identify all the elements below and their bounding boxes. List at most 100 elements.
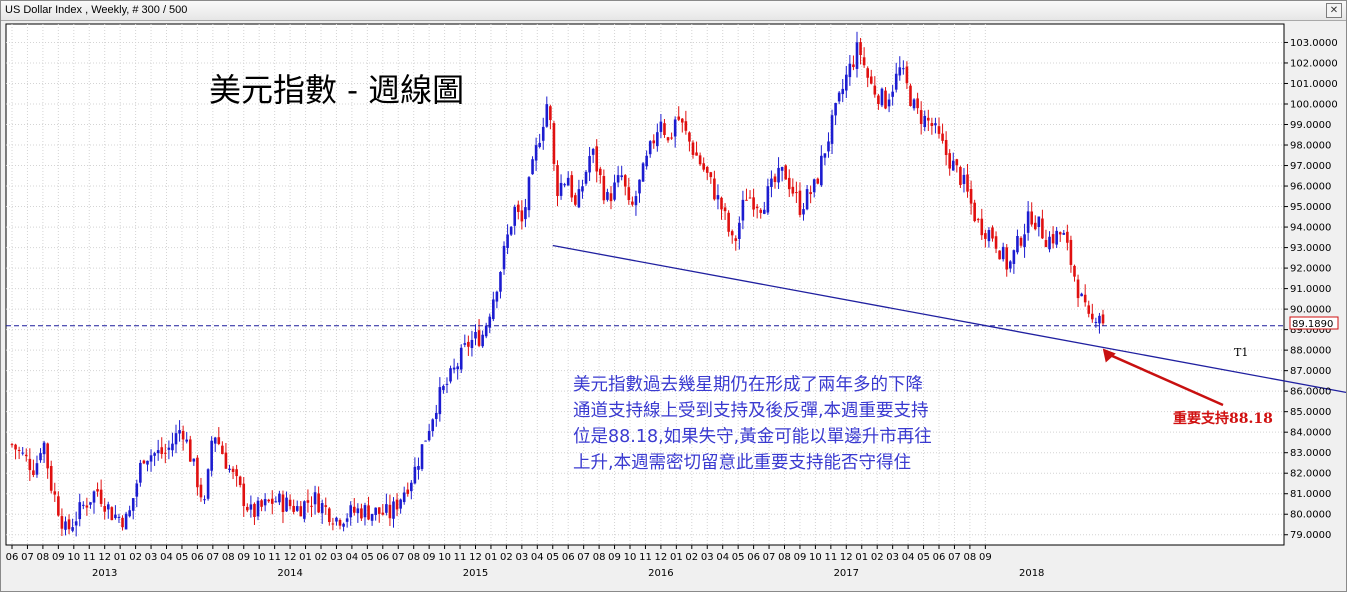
candle-body — [21, 452, 24, 454]
y-tick-label: 99.0000 — [1290, 120, 1331, 131]
overlay-layer — [6, 244, 1346, 407]
annotation-line: 通道支持線上受到支持及後反彈,本週重要支持 — [573, 401, 929, 421]
candle-body — [139, 462, 142, 483]
candle-body — [470, 339, 474, 349]
candle-body — [827, 141, 830, 152]
candle-body — [745, 199, 748, 201]
candle-body — [770, 178, 773, 187]
candle-body — [1062, 232, 1066, 235]
candle-body — [951, 160, 955, 171]
candle-body — [666, 137, 670, 141]
candle-body — [246, 506, 249, 511]
trendline-t1[interactable] — [552, 244, 1346, 394]
candle-body — [24, 454, 28, 457]
candle-body — [377, 507, 381, 514]
candle-body — [734, 238, 738, 241]
x-tick-label: 03 — [145, 552, 158, 563]
candle-body — [927, 117, 930, 121]
candle-body — [1001, 246, 1005, 260]
candle-body — [973, 202, 976, 222]
x-year-label: 2015 — [463, 568, 488, 579]
candle-body — [1091, 313, 1094, 320]
candle-body — [370, 513, 374, 521]
candle-body — [481, 334, 484, 347]
candle-body — [670, 137, 673, 139]
x-year-label: 2016 — [648, 568, 673, 579]
x-tick-label: 12 — [840, 552, 853, 563]
candle-body — [1026, 211, 1030, 233]
candle-body — [738, 222, 741, 239]
x-tick-label: 08 — [222, 552, 235, 563]
candle-body — [545, 104, 549, 127]
candle-body — [713, 178, 716, 200]
x-tick-label: 07 — [21, 552, 34, 563]
candle-body — [802, 209, 805, 215]
candle-body — [1094, 321, 1098, 323]
candle-body — [320, 503, 324, 514]
candle-body — [677, 116, 681, 120]
x-tick-label: 02 — [871, 552, 884, 563]
candle-body — [766, 186, 770, 213]
candle-body — [919, 110, 923, 125]
candle-body — [748, 197, 752, 199]
candle-body — [270, 498, 274, 504]
candle-body — [591, 148, 595, 155]
candle-body — [581, 186, 584, 192]
candle-body — [385, 504, 388, 513]
candle-body — [648, 141, 652, 155]
annotation-line: 美元指數過去幾星期仍在形成了兩年多的下降 — [573, 375, 923, 395]
candle-body — [242, 483, 246, 507]
candle-body — [474, 331, 477, 339]
candle-body — [923, 115, 927, 128]
candle-body — [680, 118, 684, 123]
candle-body — [577, 189, 581, 208]
x-tick-label: 11 — [268, 552, 281, 563]
window-titlebar[interactable]: US Dollar Index , Weekly, # 300 / 500 ✕ — [1, 1, 1346, 21]
candle-body — [955, 159, 959, 166]
x-tick-label: 08 — [964, 552, 977, 563]
x-tick-label: 07 — [577, 552, 590, 563]
candle-body — [131, 498, 135, 511]
candle-body — [1051, 234, 1055, 244]
candle-body — [556, 165, 559, 197]
candle-body — [477, 330, 481, 346]
x-tick-label: 09 — [52, 552, 65, 563]
candle-body — [916, 98, 919, 109]
candle-body — [623, 175, 627, 187]
candle-body — [367, 505, 370, 520]
candle-body — [705, 166, 709, 173]
candle-body — [709, 172, 713, 178]
candle-body — [1066, 231, 1069, 243]
candle-body — [948, 153, 951, 169]
x-tick-label: 10 — [809, 552, 822, 563]
candle-body — [203, 499, 206, 501]
y-tick-label: 103.0000 — [1290, 38, 1338, 49]
candle-body — [324, 505, 328, 507]
candle-body — [217, 437, 221, 444]
candle-body — [656, 132, 659, 147]
x-tick-label: 08 — [778, 552, 791, 563]
candle-body — [859, 42, 862, 56]
candle-body — [442, 385, 445, 391]
x-tick-label: 08 — [407, 552, 420, 563]
x-tick-label: 04 — [902, 552, 915, 563]
candle-body — [898, 67, 902, 76]
x-tick-label: 07 — [392, 552, 405, 563]
candle-body — [99, 489, 103, 504]
candle-body — [606, 192, 609, 200]
candle-body — [502, 245, 506, 270]
candle-body — [830, 115, 834, 144]
candle-body — [17, 449, 21, 451]
x-year-label: 2018 — [1019, 568, 1044, 579]
close-button[interactable]: ✕ — [1326, 3, 1342, 18]
candle-body — [431, 419, 435, 432]
candle-body — [438, 387, 442, 415]
candle-body — [1101, 314, 1105, 324]
candle-body — [937, 126, 941, 134]
x-tick-label: 01 — [114, 552, 127, 563]
y-tick-label: 91.0000 — [1290, 284, 1331, 295]
candle-body — [345, 518, 349, 522]
candle-body — [1058, 232, 1062, 235]
x-tick-label: 08 — [593, 552, 606, 563]
y-tick-label: 95.0000 — [1290, 202, 1331, 213]
